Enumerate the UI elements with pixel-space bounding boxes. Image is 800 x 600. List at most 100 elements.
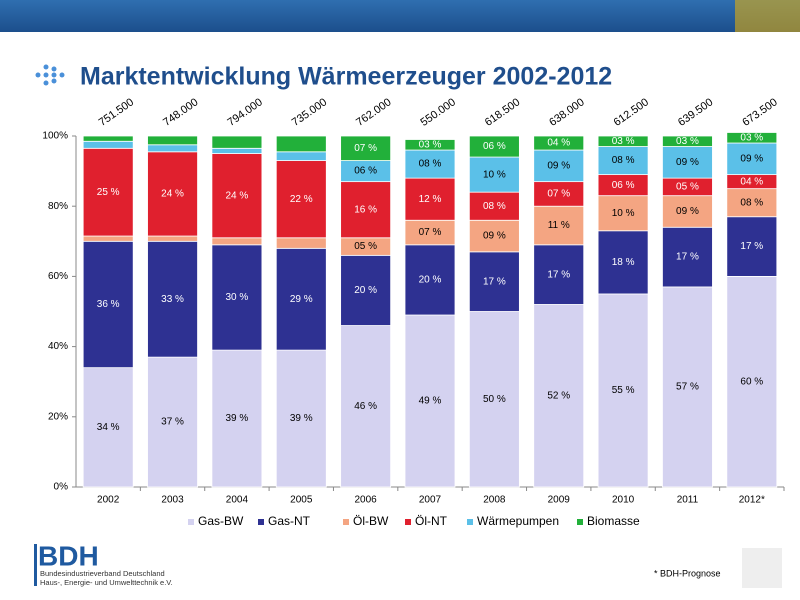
plot: 0% 20% 40% 60% 80% 100% 2002 34 % 36 % 25 % 751.50… — [42, 96, 785, 528]
value-label: 22 % — [290, 194, 313, 205]
bar-segment — [340, 181, 392, 239]
bar-segment — [726, 132, 778, 144]
total-label: 794.000 — [225, 96, 264, 129]
bar-segment — [211, 153, 263, 239]
legend-marker — [467, 519, 473, 525]
value-label: 06 % — [354, 166, 377, 177]
bar-segment — [468, 135, 520, 158]
bar-segment — [404, 149, 456, 179]
x-tick-label: 2002 — [97, 495, 120, 506]
bar-segment — [340, 325, 392, 488]
value-label: 07 % — [547, 189, 570, 200]
value-label: 39 % — [226, 413, 249, 424]
bar-segment — [726, 216, 778, 277]
bar-segment — [275, 151, 327, 161]
value-label: 09 % — [676, 206, 699, 217]
value-label: 24 % — [161, 189, 184, 200]
value-label: 03 % — [419, 139, 442, 150]
bar-segment — [147, 144, 198, 153]
value-label: 08 % — [419, 159, 442, 170]
bar-segment — [662, 286, 713, 488]
bar-segment — [404, 244, 456, 316]
x-tick-label: 2006 — [355, 495, 378, 506]
bar-segment — [468, 191, 520, 221]
value-label: 52 % — [547, 390, 570, 401]
value-label: 04 % — [547, 138, 570, 149]
value-label: 20 % — [419, 275, 442, 286]
bar-segment — [662, 135, 713, 147]
value-label: 30 % — [226, 292, 249, 303]
bar-segment — [147, 240, 198, 358]
value-label: 04 % — [740, 176, 763, 187]
y-tick-label: 100% — [42, 131, 68, 142]
bar-segment — [533, 244, 585, 305]
bar-segment — [468, 251, 520, 312]
bar-segment — [275, 349, 327, 488]
logo-bar — [34, 544, 37, 586]
value-label: 07 % — [354, 143, 377, 154]
value-label: 50 % — [483, 394, 506, 405]
bar-segment — [211, 244, 263, 351]
header-accent — [735, 0, 800, 32]
total-label: 618.500 — [483, 96, 522, 129]
value-label: 25 % — [97, 187, 120, 198]
total-label: 673.500 — [740, 96, 779, 129]
value-label: 39 % — [290, 413, 313, 424]
value-label: 03 % — [612, 136, 635, 147]
value-label: 18 % — [612, 257, 635, 268]
value-label: 09 % — [676, 157, 699, 168]
total-label: 550.000 — [419, 96, 458, 129]
value-label: 17 % — [483, 276, 506, 287]
bar-segment — [275, 135, 327, 153]
bar-segment — [147, 151, 198, 237]
bar-segment — [211, 135, 263, 149]
bar-segment — [662, 146, 713, 179]
value-label: 20 % — [354, 285, 377, 296]
legend-label: Gas-BW — [198, 514, 244, 528]
value-label: 11 % — [548, 220, 570, 231]
value-label: 10 % — [483, 169, 506, 180]
bar-segment — [597, 293, 649, 488]
x-tick-label: 2012* — [739, 495, 765, 506]
logo: BDH — [38, 540, 99, 571]
legend-label: Wärmepumpen — [477, 514, 559, 528]
value-label: 08 % — [612, 155, 635, 166]
value-label: 17 % — [547, 269, 570, 280]
bar-segment — [662, 195, 713, 228]
value-label: 60 % — [740, 376, 763, 387]
bar-segment — [597, 135, 649, 147]
value-label: 06 % — [483, 141, 506, 152]
x-tick-label: 2010 — [612, 495, 635, 506]
value-label: 34 % — [97, 422, 120, 433]
bar-segment — [597, 146, 649, 176]
bar-segment — [211, 237, 263, 246]
value-label: 16 % — [354, 204, 377, 215]
x-tick-label: 2008 — [483, 495, 506, 506]
org-line: Haus-, Energie- und Umwelttechnik e.V. — [40, 578, 173, 587]
bar-segment — [597, 230, 649, 295]
total-label: 638.000 — [547, 96, 586, 129]
bar-segment — [404, 139, 456, 151]
bar-segment — [275, 247, 327, 351]
value-label: 06 % — [612, 180, 635, 191]
title-icon — [35, 64, 65, 86]
value-label: 09 % — [547, 160, 570, 171]
value-label: 03 % — [740, 132, 763, 143]
bar-segment — [82, 147, 134, 237]
legend-marker — [577, 519, 583, 525]
y-tick-label: 0% — [54, 482, 69, 493]
bar-segment — [726, 142, 778, 176]
value-label: 55 % — [612, 385, 635, 396]
value-label: 33 % — [161, 294, 184, 305]
y-tick-label: 60% — [48, 271, 68, 282]
bar-segment — [82, 140, 134, 149]
x-tick-label: 2011 — [677, 495, 699, 506]
value-label: 49 % — [419, 396, 442, 407]
bar-segment — [404, 177, 456, 221]
header-bar — [0, 0, 800, 32]
value-label: 17 % — [740, 241, 763, 252]
bar-segment — [82, 367, 134, 488]
legend-label: Öl-BW — [353, 514, 389, 528]
value-label: 12 % — [419, 194, 442, 205]
